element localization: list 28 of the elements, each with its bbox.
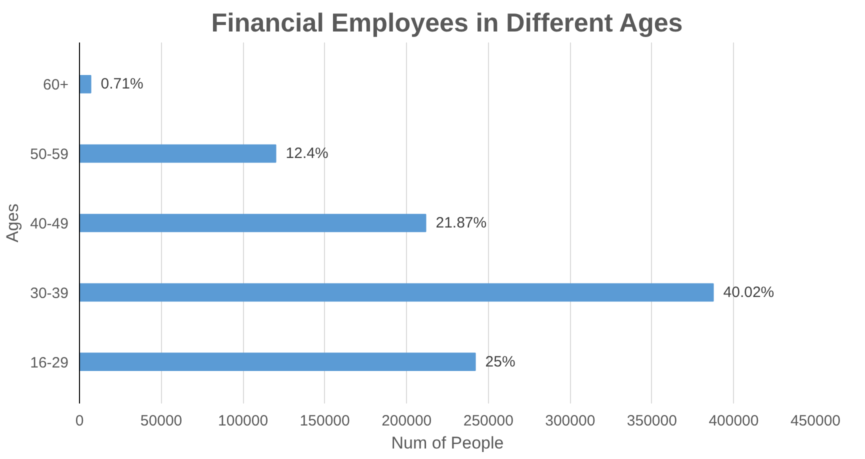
y-tick-label: 50-59 (30, 146, 69, 164)
x-tick-label: 50000 (140, 412, 182, 430)
x-tick-label: 350000 (626, 412, 677, 430)
bar (80, 74, 92, 94)
bar (80, 352, 476, 372)
annotation: 0.71% (100, 76, 144, 93)
y-tick-label: 60+ (43, 76, 69, 94)
annotation: 12.4% (286, 145, 328, 162)
x-tick-label: 0 (75, 412, 84, 430)
x-tick-label: 450000 (790, 412, 841, 430)
y-tick-label: 40-49 (30, 216, 69, 232)
annotation: 21.87% (436, 214, 487, 232)
x-tick-label: 150000 (300, 412, 350, 430)
y-tick-label: 16-29 (30, 354, 69, 372)
x-tick-label: 250000 (463, 412, 514, 430)
x-axis-title: Num of People (391, 434, 504, 452)
annotation: 40.02% (723, 284, 774, 301)
bar (80, 214, 426, 232)
x-tick-label: 100000 (218, 412, 268, 430)
y-axis-title: Ages (3, 204, 22, 242)
x-tick-label: 200000 (382, 412, 432, 430)
bar (80, 144, 276, 163)
chart-title: Financial Employees in Different Ages (211, 8, 683, 38)
annotation: 25% (485, 353, 516, 370)
x-tick-label: 300000 (545, 412, 596, 430)
y-tick-label: 30-39 (30, 284, 69, 302)
x-tick-label: 400000 (708, 412, 759, 430)
bar (80, 283, 714, 302)
